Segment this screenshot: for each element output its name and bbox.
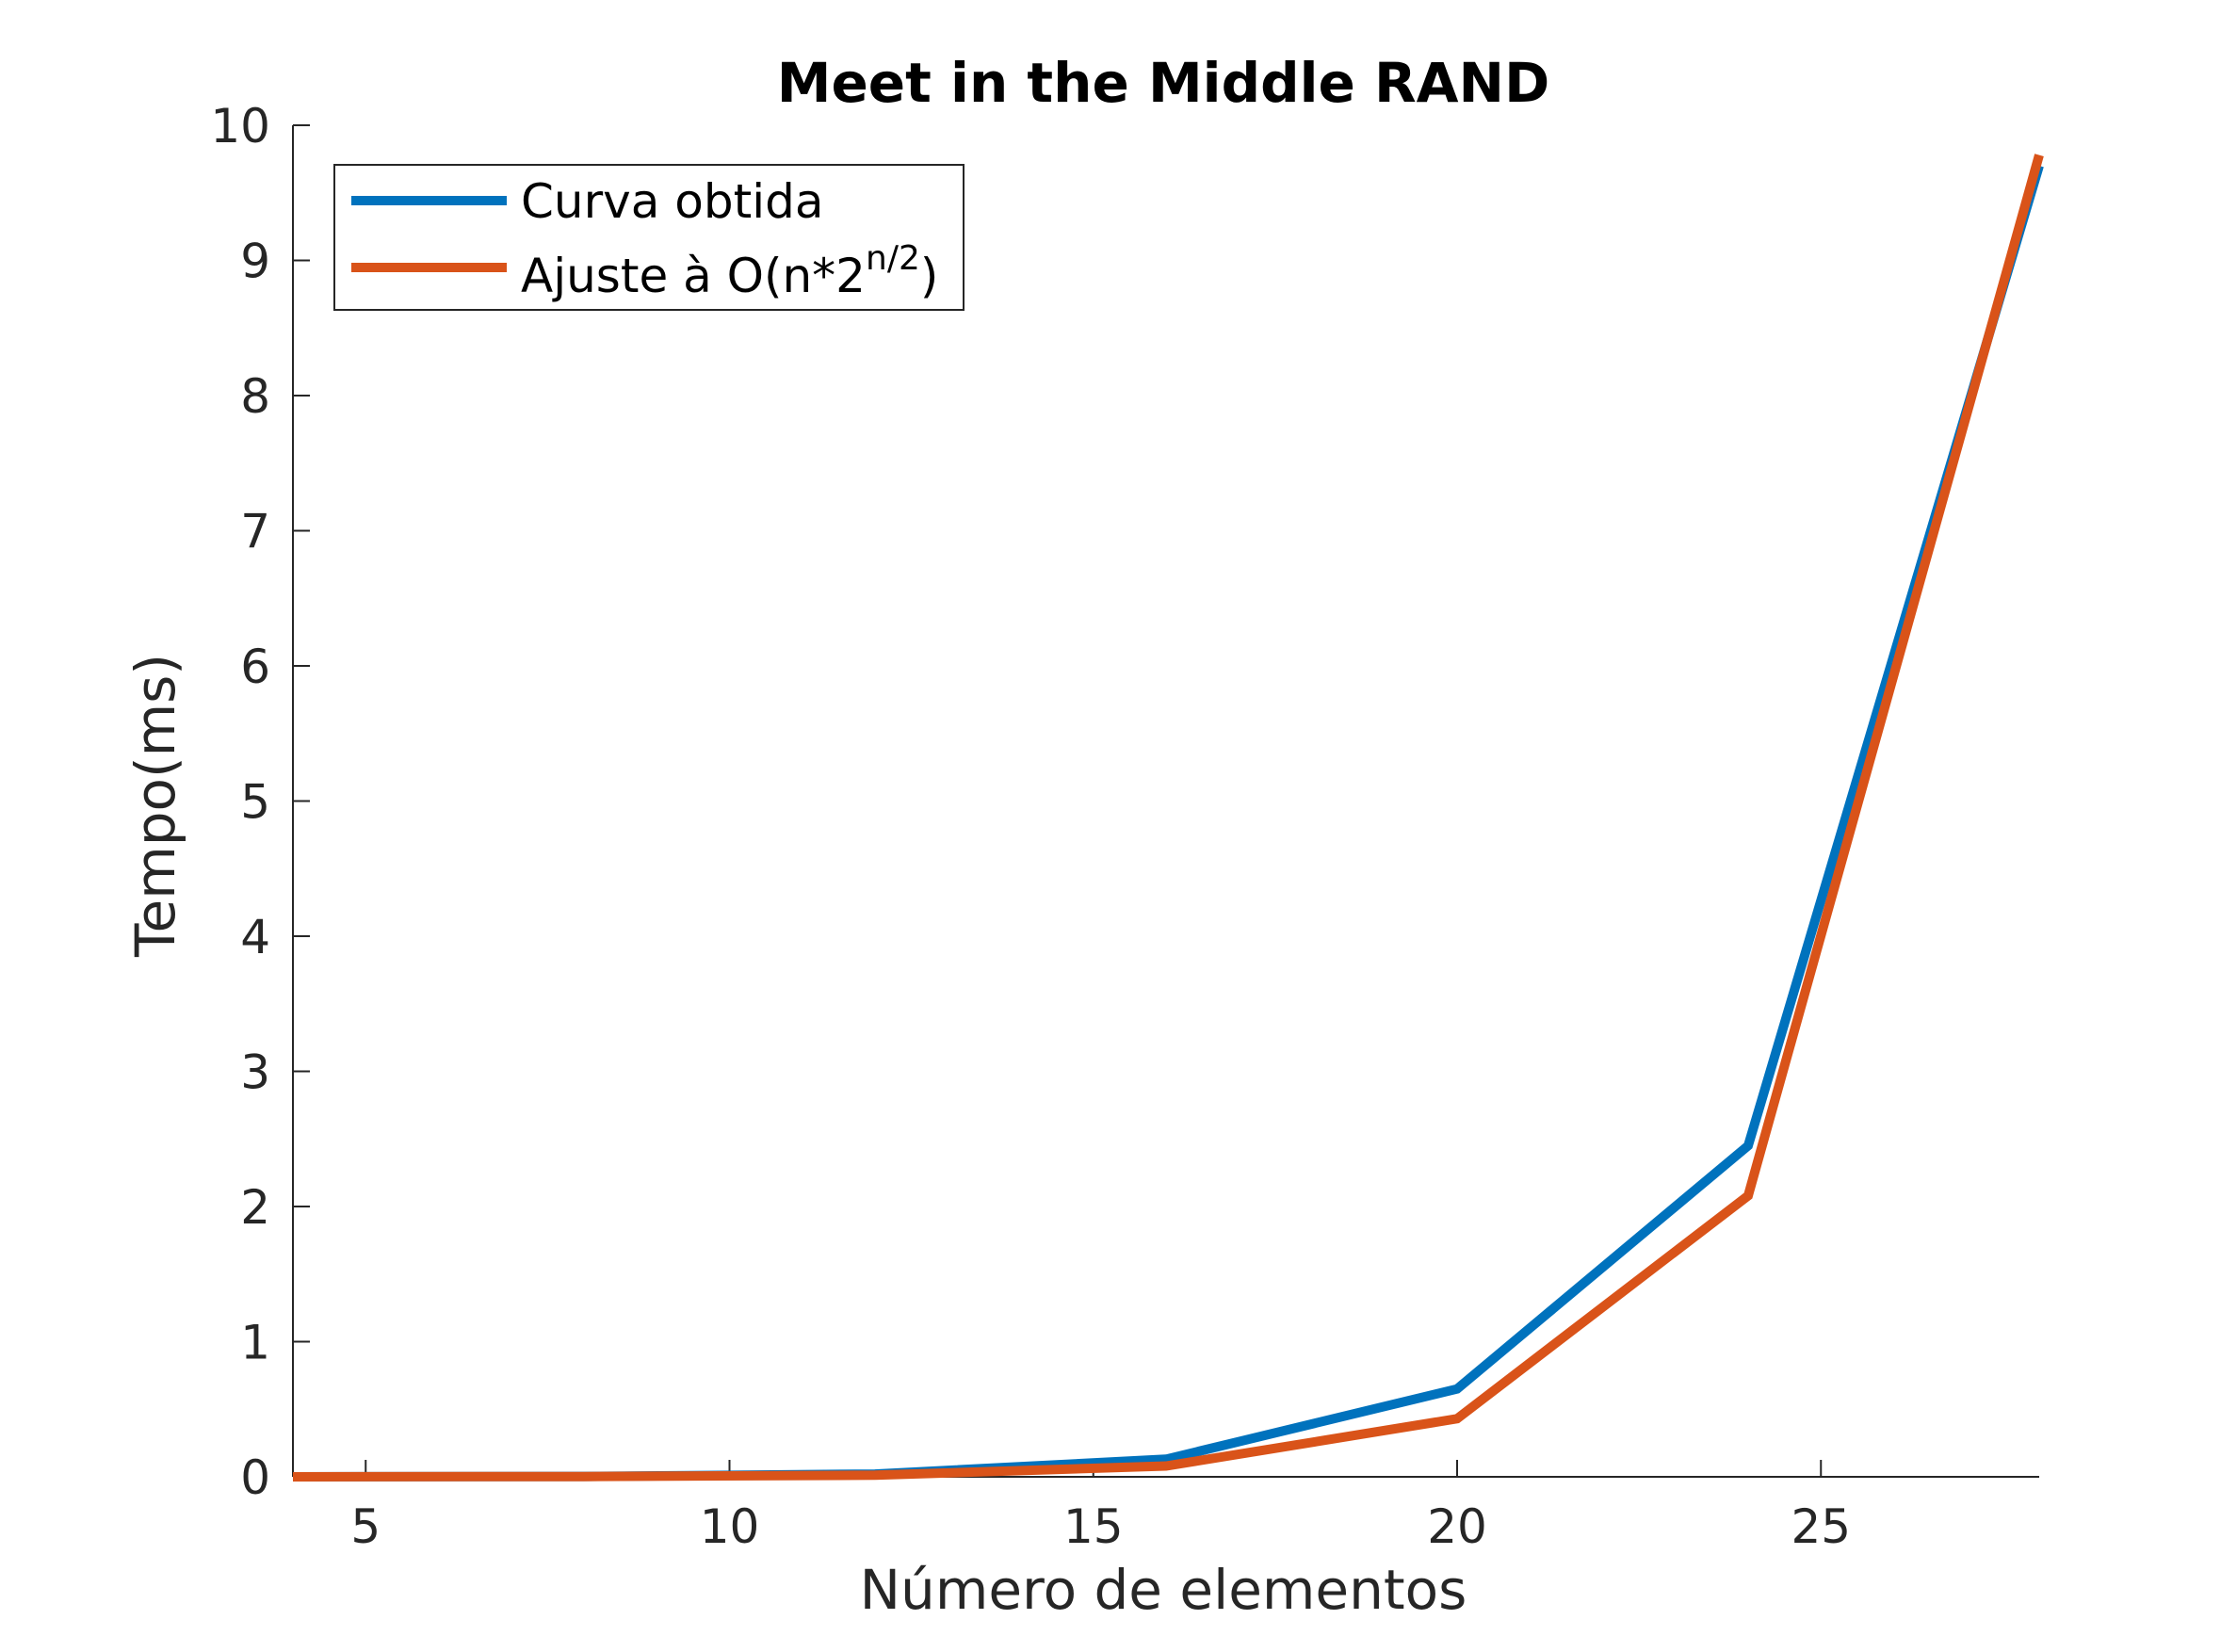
legend-label-curva-obtida: Curva obtida — [521, 174, 823, 229]
series-line-1 — [292, 154, 2044, 1482]
series-lines — [292, 154, 2044, 1482]
y-tick-label: 0 — [240, 1450, 270, 1505]
y-axis-label: Tempo(ms) — [123, 654, 187, 958]
legend-box — [333, 164, 965, 311]
y-tick-label: 8 — [240, 369, 270, 424]
legend: Curva obtida Ajuste à O(n*2n/2) — [333, 164, 965, 311]
y-tick-label: 9 — [240, 235, 270, 289]
x-axis-label: Número de elementos — [860, 1558, 1467, 1622]
y-tick-label: 2 — [240, 1180, 270, 1235]
y-tick-label: 6 — [240, 640, 270, 694]
axes — [292, 124, 2039, 1478]
tick-labels: 0 1 2 3 4 5 6 7 8 9 10 5 10 15 20 25 — [210, 99, 1851, 1554]
x-tick-label: 20 — [1427, 1499, 1487, 1554]
y-tick-label: 7 — [240, 505, 270, 559]
x-tick-label: 25 — [1791, 1499, 1851, 1554]
legend-label-ajuste-suffix: ) — [920, 249, 939, 303]
y-tick-label: 5 — [240, 775, 270, 830]
legend-label-ajuste-superscript: n/2 — [866, 239, 920, 278]
y-tick-label: 3 — [240, 1045, 270, 1100]
x-tick-label: 10 — [700, 1499, 760, 1554]
legend-label-ajuste: Ajuste à O(n*2n/2) — [521, 239, 938, 303]
series-line-0 — [292, 164, 2044, 1482]
y-tick-label: 4 — [240, 910, 270, 964]
x-tick-label: 15 — [1063, 1499, 1124, 1554]
x-tick-label: 5 — [350, 1499, 381, 1554]
y-tick-label: 10 — [210, 99, 270, 154]
chart-title: Meet in the Middle RAND — [777, 51, 1550, 115]
y-tick-label: 1 — [240, 1316, 270, 1370]
legend-label-ajuste-main: Ajuste à O(n*2 — [521, 249, 866, 303]
